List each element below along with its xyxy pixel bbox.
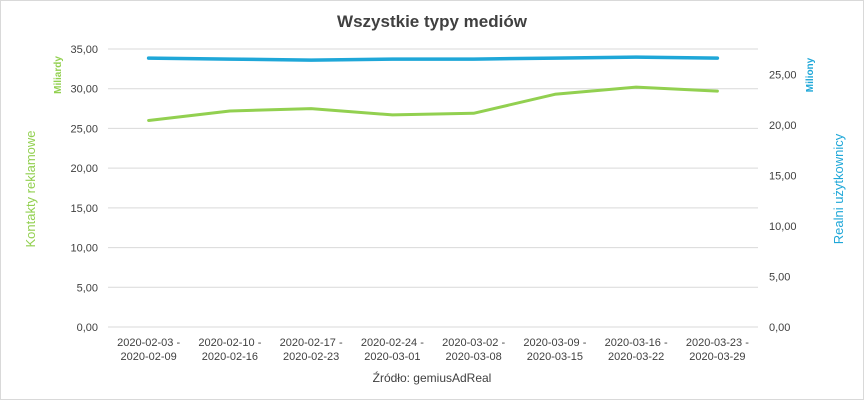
left-tick-label: 10,00 [70,243,98,255]
x-tick-label: 2020-02-03 -2020-02-09 [117,337,180,363]
right-axis-label: Realni użytkownicy [831,133,846,244]
series-line-realni-uzytkownicy [146,55,720,62]
right-tick-label: 5,00 [769,271,790,283]
left-axis-ticks: 0,00 5,00 10,00 15,00 20,00 25,00 30,00 35,00 [70,44,98,334]
right-tick-label: 0,00 [769,322,790,334]
series-line-kontakty-reklamowe [147,85,719,122]
left-axis-label: Kontakty reklamowe [23,130,38,247]
x-axis-ticks: 2020-02-03 -2020-02-09 2020-02-10 -2020-0… [117,337,749,363]
right-axis-ticks: 0,00 5,00 10,00 15,00 20,00 25,00 [769,69,797,334]
left-tick-label: 35,00 [70,44,98,56]
grid [108,48,758,328]
left-tick-label: 0,00 [77,322,98,334]
right-axis-unit: Miliony [805,57,816,92]
x-tick-label: 2020-03-09 -2020-03-15 [523,337,586,363]
left-tick-label: 15,00 [70,203,98,215]
right-tick-label: 10,00 [769,221,797,233]
left-tick-label: 5,00 [77,282,98,294]
left-axis-unit: Miliardy [53,56,64,94]
series-lines [146,55,720,122]
right-tick-label: 15,00 [769,170,797,182]
source-note: Źródło: gemiusAdReal [373,370,492,385]
x-tick-label: 2020-02-24 -2020-03-01 [361,337,424,363]
left-tick-label: 25,00 [70,123,98,135]
right-tick-label: 20,00 [769,120,797,132]
left-tick-label: 30,00 [70,84,98,96]
right-tick-label: 25,00 [769,69,797,81]
x-tick-label: 2020-02-10 -2020-02-16 [198,337,261,363]
x-tick-label: 2020-02-17 -2020-02-23 [280,337,343,363]
chart-title: Wszystkie typy mediów [337,12,528,31]
x-tick-label: 2020-03-02 -2020-03-08 [442,337,505,363]
left-tick-label: 20,00 [70,163,98,175]
x-tick-label: 2020-03-16 -2020-03-22 [605,337,668,363]
x-tick-label: 2020-03-23 -2020-03-29 [686,337,749,363]
